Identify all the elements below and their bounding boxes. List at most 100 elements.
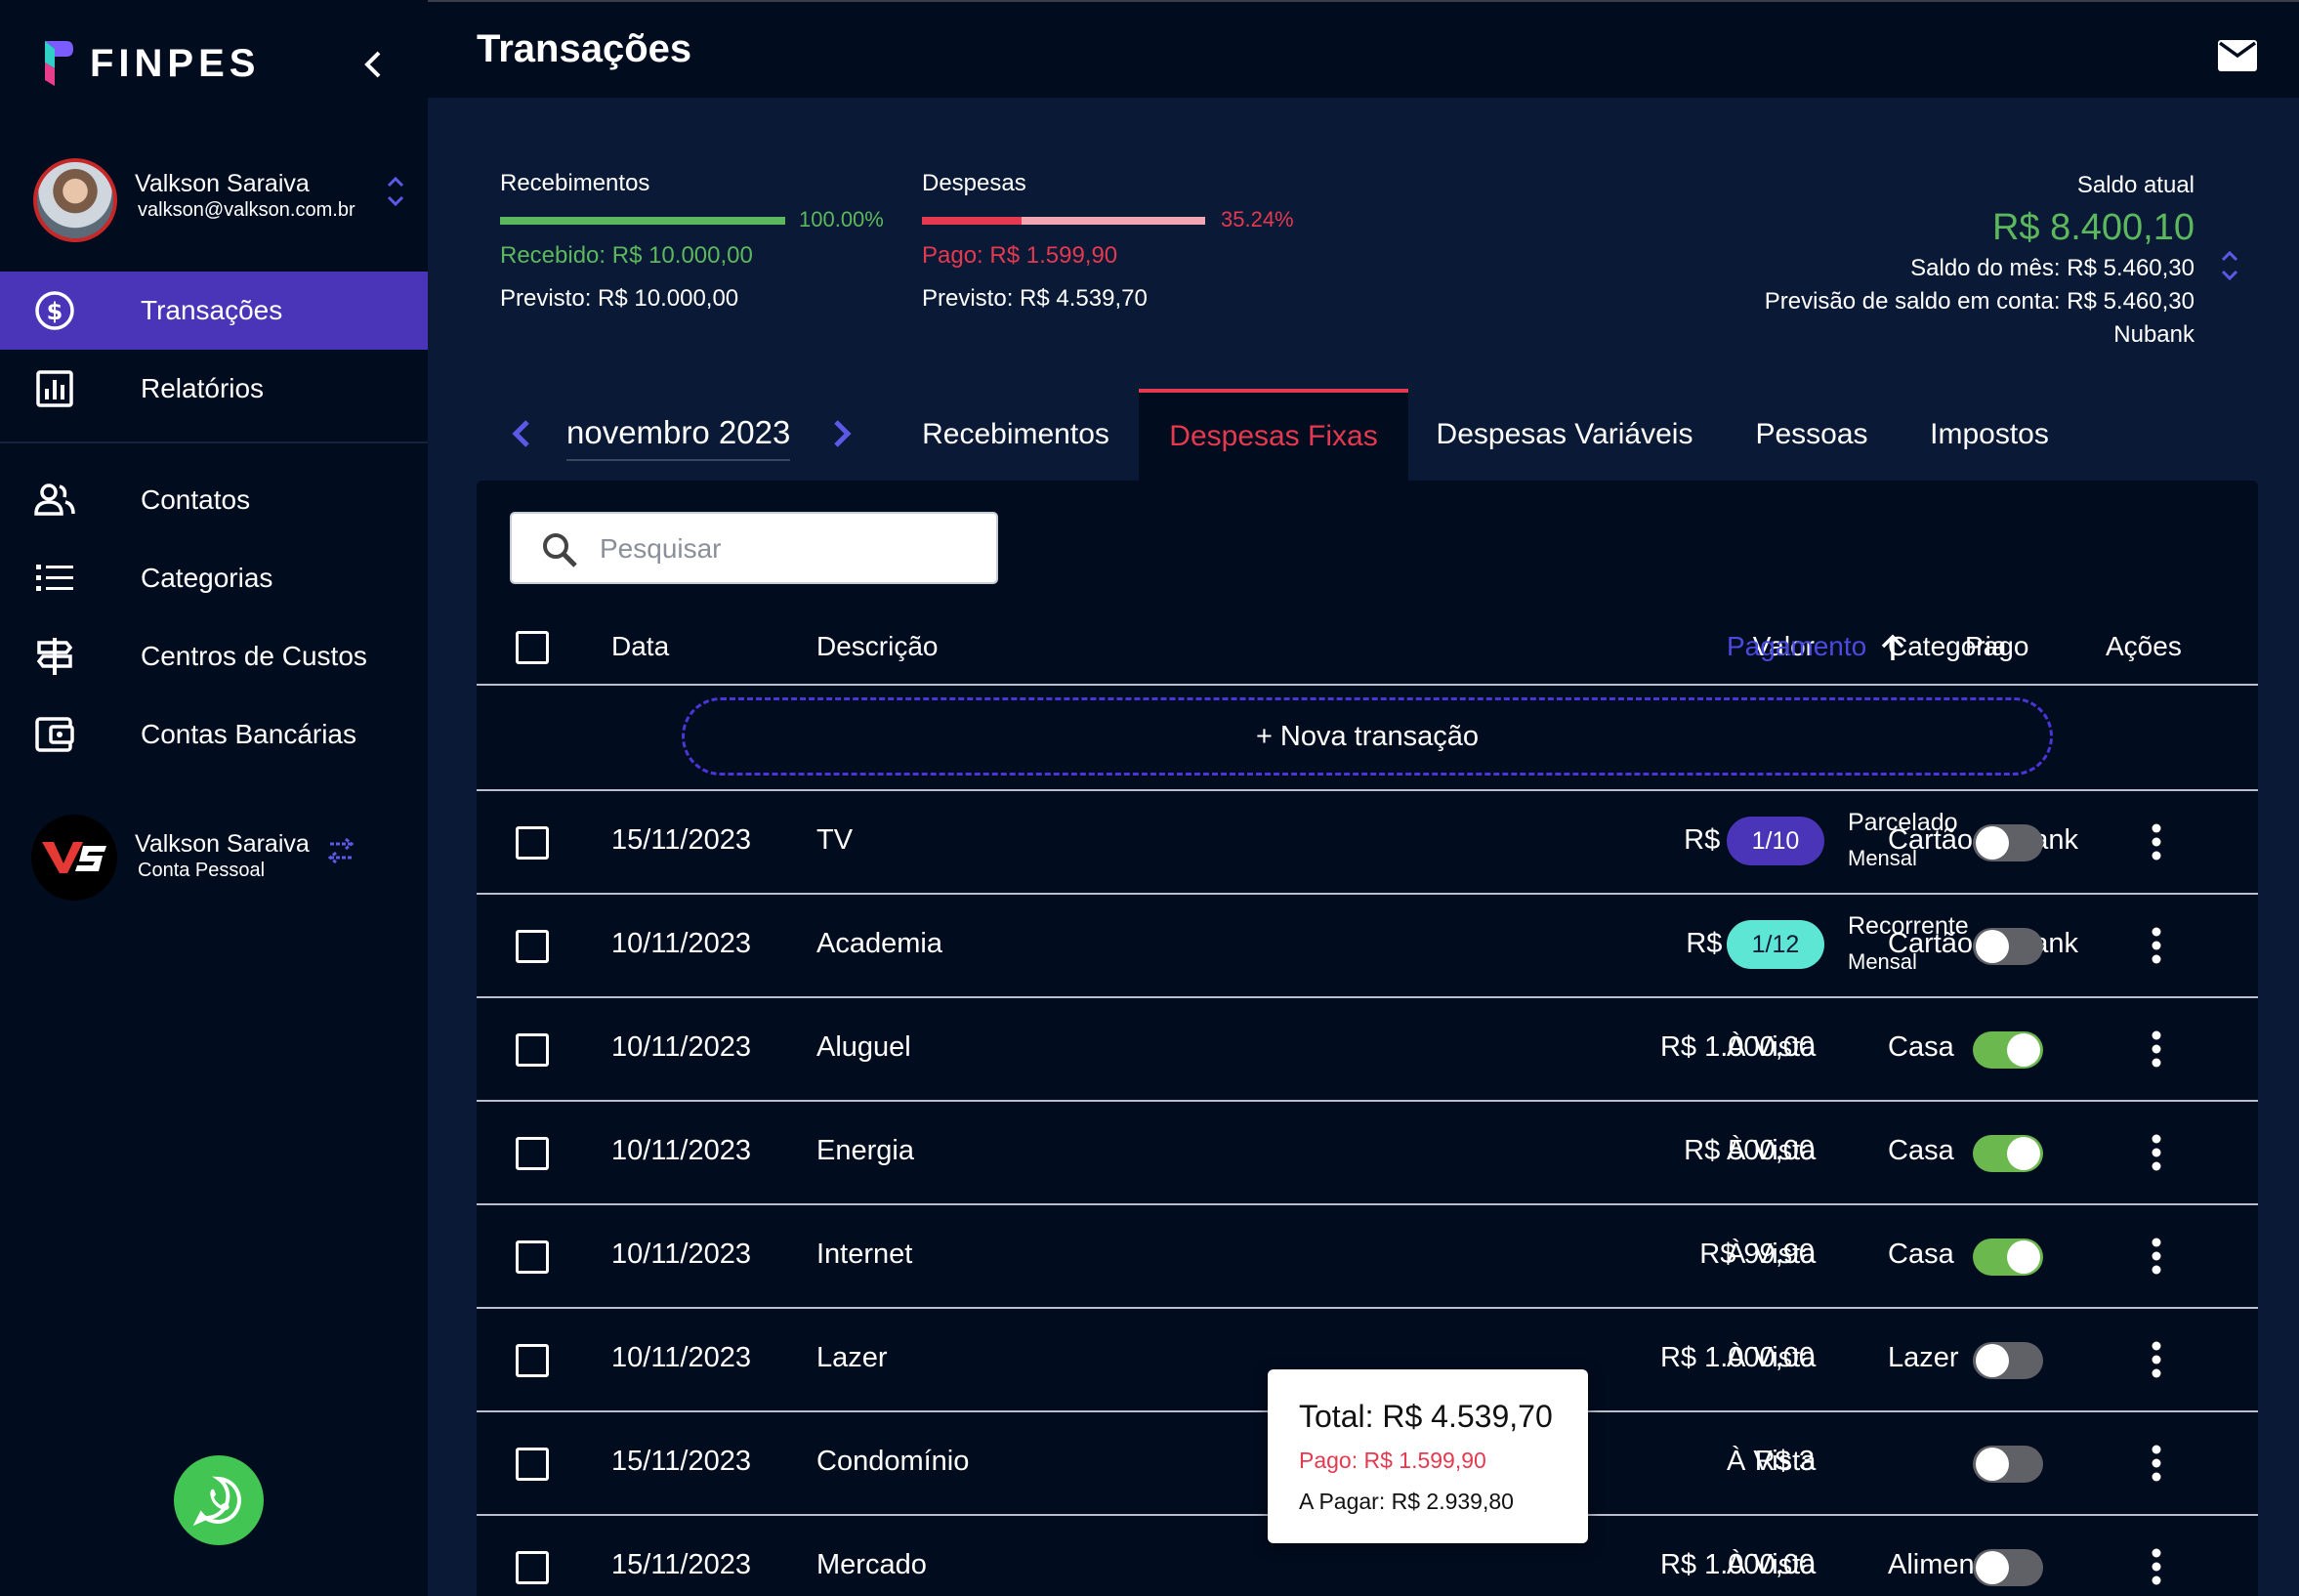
- more-vert-icon[interactable]: [2151, 822, 2162, 861]
- tab-recebimentos[interactable]: Recebimentos: [922, 418, 1109, 450]
- chevron-left-icon[interactable]: [355, 45, 391, 84]
- paid-toggle[interactable]: [1973, 1239, 2043, 1276]
- tooltip-due: A Pagar: R$ 2.939,80: [1299, 1489, 1514, 1514]
- column-header-value[interactable]: Valor: [1752, 631, 1815, 661]
- row-checkbox[interactable]: [516, 1448, 549, 1481]
- user-card[interactable]: Valkson Saraiva valkson@valkson.com.br: [33, 158, 414, 246]
- logo-text: FINPES: [90, 41, 261, 85]
- table-row[interactable]: 10/11/2023 Aluguel R$ 1.000,00 Casa À Vista: [477, 996, 2258, 1100]
- row-description: Internet: [816, 1239, 913, 1270]
- paid-toggle[interactable]: [1973, 1135, 2043, 1172]
- transactions-panel: Data Descrição Valor Categoria Pagamento…: [477, 481, 2258, 1596]
- nav-item-contatos[interactable]: Contatos: [0, 461, 428, 539]
- row-date: 10/11/2023: [611, 928, 751, 959]
- row-checkbox[interactable]: [516, 1033, 549, 1067]
- paid-toggle[interactable]: [1973, 928, 2043, 965]
- table-row[interactable]: 10/11/2023 Lazer R$ 1.000,00 Lazer À Vista: [477, 1307, 2258, 1410]
- tab-despesas-fixas[interactable]: Despesas Fixas: [1139, 389, 1408, 481]
- column-header-category[interactable]: Categoria: [1888, 631, 2007, 661]
- top-bar: Transações: [428, 0, 2299, 98]
- expenses-progress-fill: [922, 217, 1023, 225]
- balance-block: Saldo atual R$ 8.400,10 Saldo do mês: R$…: [1765, 172, 2194, 349]
- nav-item-categorias[interactable]: Categorias: [0, 539, 428, 617]
- unfold-icon[interactable]: [385, 172, 406, 211]
- row-payment-type: À Vista: [1727, 1342, 1817, 1373]
- unfold-icon[interactable]: [2219, 246, 2240, 285]
- row-date: 15/11/2023: [611, 824, 751, 856]
- paid-toggle[interactable]: [1973, 824, 2043, 861]
- select-all-checkbox[interactable]: [516, 631, 549, 664]
- account-logo: [31, 815, 117, 901]
- tab-pessoas[interactable]: Pessoas: [1755, 418, 1868, 450]
- expenses-forecast: Previsto: R$ 4.539,70: [922, 285, 1148, 312]
- column-header-description[interactable]: Descrição: [816, 631, 939, 661]
- row-description: Condomínio: [816, 1446, 970, 1477]
- table-row[interactable]: 10/11/2023 Energia R$ 500,00 Casa À Vista: [477, 1100, 2258, 1203]
- row-payment-type: À Vista: [1727, 1446, 1817, 1477]
- month-label[interactable]: novembro 2023: [566, 414, 791, 461]
- swap-horiz-icon[interactable]: [324, 834, 357, 867]
- finpes-logo-icon: [45, 41, 73, 86]
- more-vert-icon[interactable]: [2151, 1133, 2162, 1172]
- account-name: Valkson Saraiva: [135, 830, 310, 858]
- paid-toggle[interactable]: [1973, 1549, 2043, 1586]
- new-transaction-button[interactable]: + Nova transação: [682, 697, 2053, 776]
- more-vert-icon[interactable]: [2151, 1547, 2162, 1586]
- row-description: TV: [816, 824, 854, 856]
- whatsapp-button[interactable]: [174, 1455, 264, 1545]
- row-payment-type: À Vista: [1727, 1135, 1817, 1166]
- chevron-right-icon[interactable]: [828, 414, 856, 453]
- nav-item-centros-de-custos[interactable]: Centros de Custos: [0, 617, 428, 695]
- list-icon: [36, 565, 73, 591]
- nav-item-contas-bancarias[interactable]: Contas Bancárias: [0, 695, 428, 774]
- balance-forecast: Previsão de saldo em conta: R$ 5.460,30: [1764, 288, 2194, 315]
- paid-toggle[interactable]: [1973, 1342, 2043, 1379]
- more-vert-icon[interactable]: [2151, 1029, 2162, 1069]
- row-checkbox[interactable]: [516, 1240, 549, 1274]
- arrow-up-icon[interactable]: [1879, 633, 1906, 662]
- table-row[interactable]: 10/11/2023 Internet R$ 99,90 Casa À Vista: [477, 1203, 2258, 1307]
- nav-item-relatorios[interactable]: Relatórios: [0, 350, 428, 428]
- row-value: R$ 1.000,00: [1659, 1031, 1815, 1063]
- expenses-percent: 35.24%: [1221, 207, 1294, 231]
- app-logo[interactable]: FINPES: [41, 39, 260, 88]
- account-type: Conta Pessoal: [138, 860, 266, 881]
- more-vert-icon[interactable]: [2151, 1340, 2162, 1379]
- row-checkbox[interactable]: [516, 826, 549, 860]
- row-checkbox[interactable]: [516, 930, 549, 963]
- row-description: Energia: [816, 1135, 914, 1166]
- totals-tooltip: Total: R$ 4.539,70 Pago: R$ 1.599,90 A P…: [1268, 1369, 1588, 1543]
- more-vert-icon[interactable]: [2151, 1237, 2162, 1276]
- expenses-progress-track: [922, 217, 1205, 225]
- column-header-paid[interactable]: Pago: [1965, 631, 2029, 661]
- mail-icon[interactable]: [2217, 39, 2258, 72]
- column-header-date[interactable]: Data: [611, 631, 670, 661]
- paid-toggle[interactable]: [1973, 1446, 2043, 1483]
- row-payment-frequency: Mensal: [1848, 949, 1917, 974]
- more-vert-icon[interactable]: [2151, 926, 2162, 965]
- search-input[interactable]: [600, 529, 971, 568]
- nav-label: Contatos: [141, 484, 251, 515]
- column-header-payment[interactable]: Pagamento: [1727, 631, 1867, 661]
- more-vert-icon[interactable]: [2151, 1444, 2162, 1483]
- income-percent: 100.00%: [799, 207, 884, 231]
- row-checkbox[interactable]: [516, 1344, 549, 1377]
- row-payment-type: Recorrente: [1848, 912, 1969, 940]
- chevron-left-icon[interactable]: [508, 414, 535, 453]
- tab-impostos[interactable]: Impostos: [1930, 418, 2049, 450]
- search-box[interactable]: [510, 512, 998, 584]
- tab-despesas-variaveis[interactable]: Despesas Variáveis: [1436, 418, 1693, 450]
- row-date: 10/11/2023: [611, 1135, 751, 1166]
- page-title: Transações: [477, 27, 692, 70]
- nav-item-transacoes[interactable]: $ Transações: [0, 272, 428, 350]
- row-checkbox[interactable]: [516, 1137, 549, 1170]
- account-card[interactable]: Valkson Saraiva Conta Pessoal: [31, 815, 402, 903]
- paid-toggle[interactable]: [1973, 1031, 2043, 1069]
- nav-label: Centros de Custos: [141, 641, 367, 671]
- income-received: Recebido: R$ 10.000,00: [500, 242, 753, 269]
- row-checkbox[interactable]: [516, 1551, 549, 1584]
- income-forecast: Previsto: R$ 10.000,00: [500, 285, 739, 312]
- row-description: Mercado: [816, 1549, 927, 1580]
